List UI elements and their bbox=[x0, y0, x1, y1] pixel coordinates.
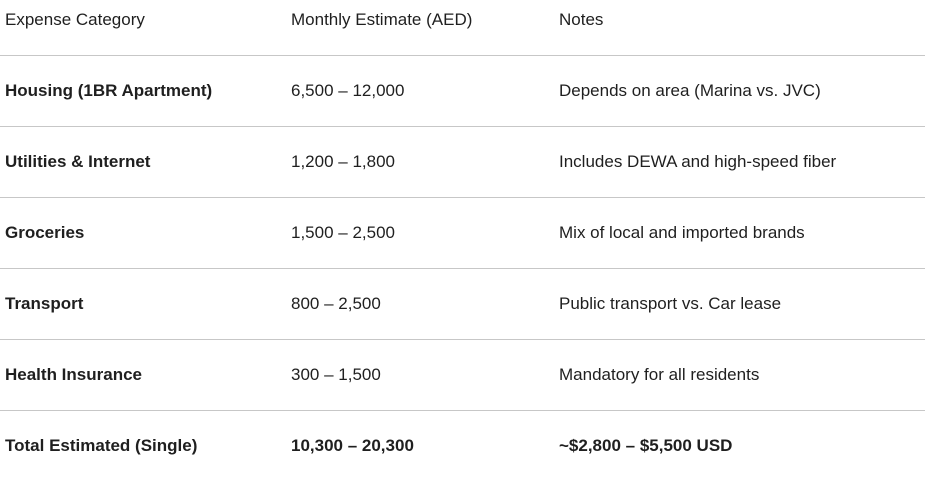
table-row: Housing (1BR Apartment) 6,500 – 12,000 D… bbox=[0, 55, 925, 127]
estimate-cell: 1,200 – 1,800 bbox=[291, 126, 559, 198]
table-row: Groceries 1,500 – 2,500 Mix of local and… bbox=[0, 197, 925, 269]
total-usd-cell: ~$2,800 – $5,500 USD bbox=[559, 435, 733, 455]
header-notes: Notes bbox=[559, 0, 925, 56]
notes-cell: Mandatory for all residents bbox=[559, 339, 925, 411]
table-row: Health Insurance 300 – 1,500 Mandatory f… bbox=[0, 339, 925, 411]
table-row: Transport 800 – 2,500 Public transport v… bbox=[0, 268, 925, 340]
total-label-cell: Total Estimated (Single) bbox=[5, 435, 198, 455]
category-cell: Groceries bbox=[0, 197, 291, 269]
category-cell: Housing (1BR Apartment) bbox=[0, 55, 291, 127]
estimate-cell: 1,500 – 2,500 bbox=[291, 197, 559, 269]
notes-cell: Depends on area (Marina vs. JVC) bbox=[559, 55, 925, 127]
header-expense-category: Expense Category bbox=[0, 0, 291, 56]
notes-cell: Mix of local and imported brands bbox=[559, 197, 925, 269]
estimate-cell: 800 – 2,500 bbox=[291, 268, 559, 340]
header-monthly-estimate: Monthly Estimate (AED) bbox=[291, 0, 559, 56]
table-row: Utilities & Internet 1,200 – 1,800 Inclu… bbox=[0, 126, 925, 198]
notes-cell: Includes DEWA and high-speed fiber bbox=[559, 126, 925, 198]
total-row: Total Estimated (Single) 10,300 – 20,300… bbox=[0, 410, 925, 481]
category-cell: Utilities & Internet bbox=[0, 126, 291, 198]
category-cell: Transport bbox=[0, 268, 291, 340]
estimate-cell: 300 – 1,500 bbox=[291, 339, 559, 411]
estimate-cell: 6,500 – 12,000 bbox=[291, 55, 559, 127]
total-estimate-cell: 10,300 – 20,300 bbox=[291, 435, 414, 455]
notes-cell: Public transport vs. Car lease bbox=[559, 268, 925, 340]
table-header-row: Expense Category Monthly Estimate (AED) … bbox=[0, 0, 925, 56]
category-cell: Health Insurance bbox=[0, 339, 291, 411]
